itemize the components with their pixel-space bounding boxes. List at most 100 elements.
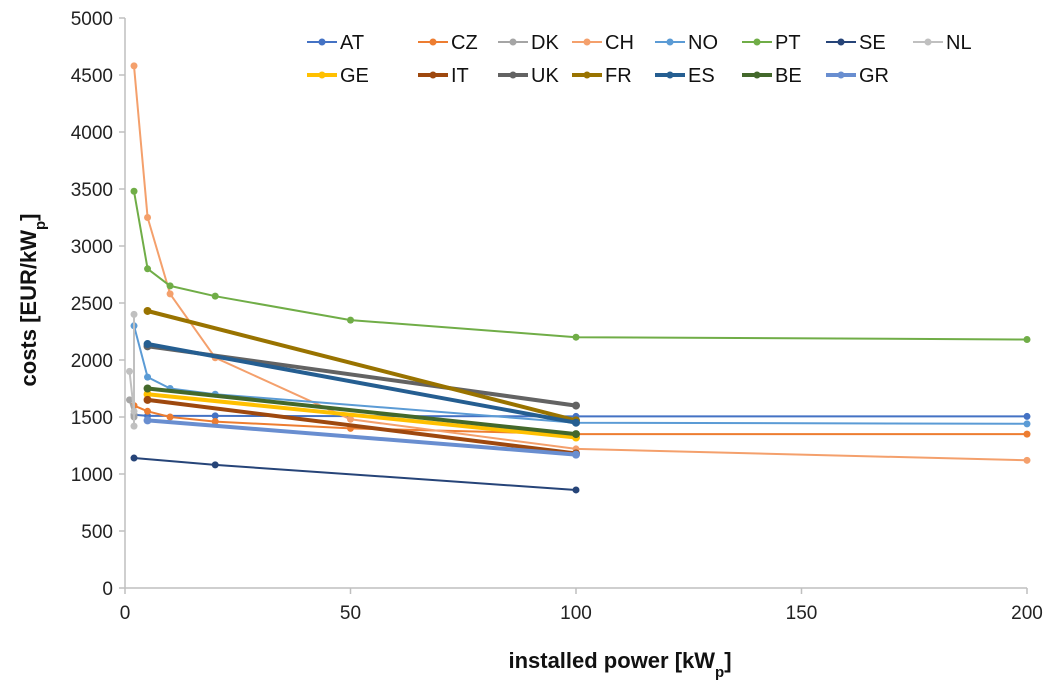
data-point (143, 390, 152, 399)
data-point (211, 412, 219, 420)
series-line (147, 397, 577, 456)
legend-item-at: AT (307, 32, 364, 54)
data-point (572, 486, 580, 494)
legend-label: BE (775, 65, 802, 87)
data-point (1023, 430, 1031, 438)
legend-label: IT (451, 65, 469, 87)
legend-label: NO (688, 32, 718, 54)
x-tick-label: 0 (120, 603, 131, 624)
legend-item-cz: CZ (418, 32, 478, 54)
legend-label: AT (340, 32, 364, 54)
legend-item-dk: DK (498, 32, 559, 54)
legend-label: NL (946, 32, 972, 54)
data-point (1023, 420, 1031, 428)
legend-item-it: IT (418, 65, 469, 87)
data-point (572, 450, 580, 459)
x-tick-label: 200 (1011, 603, 1043, 624)
legend-marker (837, 71, 845, 79)
y-tick-label: 1000 (71, 465, 113, 486)
legend-marker (924, 38, 932, 46)
legend-item-es: ES (655, 65, 715, 87)
axes: 0500100015002000250030003500400045005000… (71, 9, 1043, 624)
legend-label: PT (775, 32, 801, 54)
data-point (143, 340, 152, 349)
legend-marker (837, 38, 845, 46)
legend-marker (318, 38, 326, 46)
data-point (572, 430, 580, 439)
y-tick-label: 500 (81, 522, 113, 543)
series-es (143, 340, 580, 427)
legend-marker (753, 38, 761, 46)
legend-item-nl: NL (913, 32, 972, 54)
series-line (147, 418, 577, 457)
legend-label: GR (859, 65, 889, 87)
series-be (143, 384, 580, 439)
legend-item-se: SE (826, 32, 886, 54)
series-pt (130, 187, 1031, 343)
legend-label: CH (605, 32, 634, 54)
series-line (147, 309, 577, 423)
legend-marker (429, 71, 437, 79)
data-point (572, 333, 580, 341)
data-point (143, 395, 152, 404)
series-line (147, 392, 577, 440)
legend-label: CZ (451, 32, 478, 54)
data-point (144, 214, 152, 221)
data-point (1023, 412, 1031, 420)
legend-marker (318, 71, 326, 79)
y-tick-label: 5000 (71, 9, 113, 30)
legend-marker (666, 71, 674, 79)
series-se (130, 454, 580, 494)
series-gr (143, 416, 580, 459)
series-line (133, 457, 577, 491)
y-tick-label: 3500 (71, 180, 113, 201)
data-point (166, 282, 174, 290)
data-point (211, 292, 219, 300)
legend-marker (509, 71, 517, 79)
y-tick-label: 4500 (71, 66, 113, 87)
data-point (130, 422, 138, 430)
y-tick-label: 3000 (71, 237, 113, 258)
x-tick-label: 100 (560, 603, 592, 624)
legend-label: ES (688, 65, 715, 87)
series-ch (130, 62, 1031, 464)
data-point (126, 367, 134, 375)
data-point (572, 418, 580, 427)
legend-label: SE (859, 32, 886, 54)
y-tick-label: 2500 (71, 294, 113, 315)
series-line (147, 386, 577, 437)
legend-item-no: NO (655, 32, 718, 54)
legend-item-be: BE (742, 65, 802, 87)
y-axis-title: costs [EUR/kWp] (16, 214, 49, 387)
legend-marker (583, 38, 591, 46)
legend-item-pt: PT (742, 32, 801, 54)
data-point (1023, 335, 1031, 343)
legend: AT CZ DK CH NO PT SE NL GE IT UK FR ES BE GR (307, 32, 972, 87)
data-point (143, 306, 152, 315)
legend-marker (509, 38, 517, 46)
data-point (130, 310, 138, 318)
data-point (572, 401, 580, 410)
legend-item-gr: GR (826, 65, 889, 87)
y-tick-label: 4000 (71, 123, 113, 144)
legend-item-uk: UK (498, 65, 559, 87)
legend-item-ch: CH (572, 32, 634, 54)
series-line (128, 314, 135, 428)
data-point (144, 373, 152, 381)
legend-marker (753, 71, 761, 79)
y-tick-label: 0 (102, 579, 113, 600)
data-point (126, 396, 134, 404)
data-point (130, 62, 138, 70)
legend-label: UK (531, 65, 559, 87)
legend-label: DK (531, 32, 559, 54)
data-point (166, 413, 174, 421)
data-point (1023, 456, 1031, 464)
data-point (143, 384, 152, 393)
series-layer (126, 62, 1031, 494)
legend-label: GE (340, 65, 369, 87)
series-line (147, 342, 577, 425)
x-tick-label: 150 (786, 603, 818, 624)
x-tick-label: 50 (340, 603, 361, 624)
data-point (144, 265, 152, 273)
data-point (130, 407, 138, 415)
